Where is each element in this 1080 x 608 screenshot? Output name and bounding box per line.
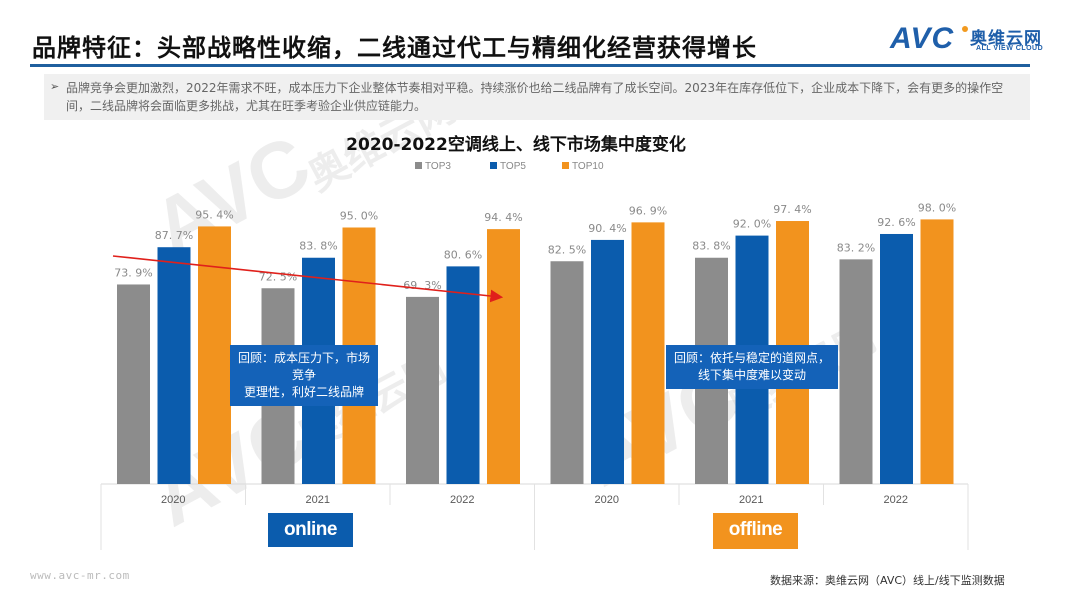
page-title: 品牌特征：头部战略性收缩，二线通过代工与精细化经营获得增长 [32, 34, 757, 62]
callout-offline-line1: 回顾：依托与稳定的道网点， [673, 351, 830, 365]
logo-brand: AVC [890, 22, 955, 55]
x-tick-label: 2020 [595, 494, 619, 506]
data-label-top10: 95. 0% [340, 210, 378, 223]
summary-box: ➢ 品牌竞争会更加激烈，2022年需求不旺，成本压力下企业整体节奏相对平稳。持续… [44, 74, 1030, 120]
legend-item-top5: TOP5 [490, 161, 526, 172]
callout-online-line2: 更理性，利好二线品牌 [243, 385, 364, 399]
logo-en-name: ALL VIEW CLOUD [976, 45, 1044, 52]
bar-top10 [920, 219, 954, 484]
bar-top5 [157, 247, 191, 484]
data-label-top10: 96. 9% [629, 204, 667, 217]
legend-item-top3: TOP3 [415, 161, 451, 172]
data-source: 数据来源：奥维云网（AVC）线上/线下监测数据 [770, 574, 1005, 587]
data-label-top3: 83. 8% [692, 240, 730, 253]
callout-offline: 回顾：依托与稳定的道网点， 线下集中度难以变动 [666, 345, 838, 389]
data-label-top3: 83. 2% [837, 241, 875, 254]
data-label-top5: 92. 6% [877, 216, 915, 229]
x-tick-label: 2021 [739, 494, 763, 506]
logo-cn-name: 奥维云网 [970, 29, 1042, 49]
data-label-top3: 73. 9% [114, 266, 152, 279]
x-tick-label: 2022 [450, 494, 474, 506]
legend-item-top10: TOP10 [562, 161, 604, 172]
x-tick-label: 2020 [161, 494, 185, 506]
bar-top10 [487, 229, 520, 484]
tag-online: online [268, 513, 353, 547]
legend-swatch-top10 [562, 162, 569, 169]
bar-top3 [406, 296, 439, 484]
bar-top3 [839, 259, 873, 484]
data-label-top10: 95. 4% [195, 208, 233, 221]
data-label-top5: 80. 6% [444, 248, 482, 261]
bar-top5 [446, 266, 480, 484]
data-label-top5: 87. 7% [155, 229, 193, 242]
arrow-right-icon: ➢ [50, 80, 60, 93]
bar-top5 [591, 239, 624, 484]
data-label-top3: 72. 5% [259, 270, 297, 283]
logo-dot-icon [962, 26, 968, 32]
chart-title-text: 2020-2022空调线上、线下市场集中度变化 [346, 135, 686, 155]
bar-top10 [631, 222, 665, 484]
trend-arrow [112, 255, 504, 303]
legend-label-top3: TOP3 [425, 161, 451, 172]
data-label-top10: 94. 4% [484, 211, 522, 224]
data-label-top5: 83. 8% [299, 240, 337, 253]
bar-top10 [198, 226, 231, 485]
title-divider [30, 64, 1030, 67]
data-label-top5: 92. 0% [733, 218, 771, 231]
bar-top5 [880, 233, 913, 484]
footer-url: www.avc-mr.com [30, 569, 130, 582]
tag-offline: offline [713, 513, 798, 549]
callout-online: 回顾：成本压力下，市场竞争 更理性，利好二线品牌 [230, 345, 378, 406]
legend-label-top10: TOP10 [572, 161, 604, 172]
legend-swatch-top3 [415, 162, 422, 169]
callout-offline-line2: 线下集中度难以变动 [697, 368, 806, 382]
data-label-top3: 69. 3% [403, 279, 441, 292]
callout-online-line1: 回顾：成本压力下，市场竞争 [237, 351, 370, 382]
x-tick-label: 2022 [884, 494, 908, 506]
legend-label-top5: TOP5 [500, 161, 526, 172]
bar-top3 [117, 284, 150, 484]
bar-top3 [550, 261, 584, 484]
data-label-top10: 97. 4% [773, 203, 811, 216]
summary-text: 品牌竞争会更加激烈，2022年需求不旺，成本压力下企业整体节奏相对平稳。持续涨价… [66, 81, 1004, 113]
data-label-top10: 98. 0% [918, 201, 956, 214]
data-label-top3: 82. 5% [548, 243, 586, 256]
brand-logo: AVC 奥维云网 ALL VIEW CLOUD [890, 22, 1060, 58]
legend-swatch-top5 [490, 162, 497, 169]
x-tick-label: 2021 [306, 494, 330, 506]
chart-title: 2020-2022空调线上、线下市场集中度变化 [0, 130, 1080, 155]
data-label-top5: 90. 4% [588, 222, 626, 235]
